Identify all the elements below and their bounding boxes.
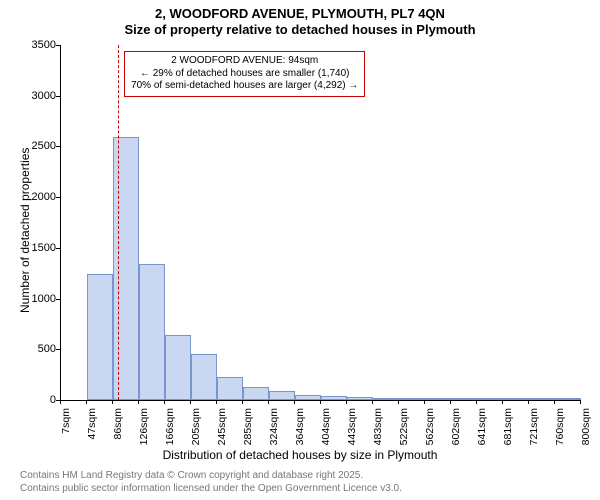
x-tick-mark (372, 400, 373, 404)
x-tick-label: 126sqm (138, 408, 150, 458)
reference-line (118, 45, 119, 400)
histogram-bar (373, 398, 399, 400)
footer-line1: Contains HM Land Registry data © Crown c… (20, 470, 363, 481)
x-tick-mark (424, 400, 425, 404)
y-tick-label: 1500 (16, 242, 56, 254)
y-tick-label: 0 (16, 394, 56, 406)
x-tick-mark (112, 400, 113, 404)
y-tick-label: 2500 (16, 140, 56, 152)
x-tick-mark (398, 400, 399, 404)
x-tick-label: 245sqm (216, 408, 228, 458)
histogram-bar (217, 377, 243, 400)
x-tick-label: 721sqm (528, 408, 540, 458)
histogram-bar (113, 137, 139, 400)
x-tick-mark (502, 400, 503, 404)
x-tick-label: 47sqm (86, 408, 98, 458)
histogram-bar (555, 398, 581, 400)
histogram-bar (191, 354, 217, 400)
x-tick-mark (346, 400, 347, 404)
histogram-bar (243, 387, 269, 400)
x-tick-mark (268, 400, 269, 404)
x-tick-label: 285sqm (242, 408, 254, 458)
histogram-bar (529, 398, 555, 400)
chart-title-line1: 2, WOODFORD AVENUE, PLYMOUTH, PL7 4QN (0, 6, 600, 21)
y-tick-mark (56, 146, 60, 147)
annotation-line2: ← 29% of detached houses are smaller (1,… (131, 68, 358, 81)
y-tick-mark (56, 349, 60, 350)
x-tick-label: 324sqm (268, 408, 280, 458)
plot-area: 2 WOODFORD AVENUE: 94sqm ← 29% of detach… (60, 45, 581, 401)
annotation-line3: 70% of semi-detached houses are larger (… (131, 80, 358, 93)
x-tick-label: 760sqm (554, 408, 566, 458)
x-tick-label: 602sqm (450, 408, 462, 458)
footer-line2: Contains public sector information licen… (20, 483, 402, 494)
x-tick-label: 483sqm (372, 408, 384, 458)
x-tick-label: 443sqm (346, 408, 358, 458)
x-tick-label: 522sqm (398, 408, 410, 458)
histogram-bar (425, 398, 451, 400)
y-tick-mark (56, 96, 60, 97)
histogram-bar (165, 335, 191, 400)
histogram-bar (321, 396, 347, 400)
x-tick-label: 800sqm (580, 408, 592, 458)
chart-title-line2: Size of property relative to detached ho… (0, 22, 600, 37)
y-axis-title: Number of detached properties (18, 147, 32, 312)
y-tick-label: 500 (16, 343, 56, 355)
x-tick-mark (242, 400, 243, 404)
x-tick-label: 681sqm (502, 408, 514, 458)
histogram-bar (347, 397, 373, 400)
y-tick-mark (56, 197, 60, 198)
y-tick-mark (56, 248, 60, 249)
histogram-bar (295, 395, 321, 400)
x-tick-mark (554, 400, 555, 404)
y-tick-label: 3500 (16, 39, 56, 51)
x-tick-label: 205sqm (190, 408, 202, 458)
x-tick-mark (164, 400, 165, 404)
x-tick-mark (528, 400, 529, 404)
histogram-bar (399, 398, 425, 400)
x-tick-mark (450, 400, 451, 404)
histogram-bar (269, 391, 295, 400)
annotation-box: 2 WOODFORD AVENUE: 94sqm ← 29% of detach… (124, 51, 365, 97)
x-tick-label: 86sqm (112, 408, 124, 458)
x-tick-mark (476, 400, 477, 404)
x-tick-label: 364sqm (294, 408, 306, 458)
x-tick-mark (138, 400, 139, 404)
x-tick-mark (190, 400, 191, 404)
x-tick-mark (86, 400, 87, 404)
histogram-bar (503, 398, 529, 400)
x-tick-label: 7sqm (60, 408, 72, 458)
x-tick-mark (216, 400, 217, 404)
histogram-bar (451, 398, 477, 400)
y-tick-label: 3000 (16, 90, 56, 102)
histogram-bar (139, 264, 165, 400)
y-tick-mark (56, 299, 60, 300)
histogram-bar (477, 398, 503, 400)
x-tick-mark (580, 400, 581, 404)
x-tick-label: 562sqm (424, 408, 436, 458)
x-tick-mark (320, 400, 321, 404)
x-tick-label: 166sqm (164, 408, 176, 458)
chart-container: 2, WOODFORD AVENUE, PLYMOUTH, PL7 4QN Si… (0, 0, 600, 500)
y-tick-label: 2000 (16, 191, 56, 203)
histogram-bar (87, 274, 113, 400)
y-tick-mark (56, 45, 60, 46)
y-tick-label: 1000 (16, 293, 56, 305)
x-tick-label: 404sqm (320, 408, 332, 458)
x-tick-mark (294, 400, 295, 404)
x-tick-label: 641sqm (476, 408, 488, 458)
x-tick-mark (60, 400, 61, 404)
annotation-line1: 2 WOODFORD AVENUE: 94sqm (131, 55, 358, 68)
